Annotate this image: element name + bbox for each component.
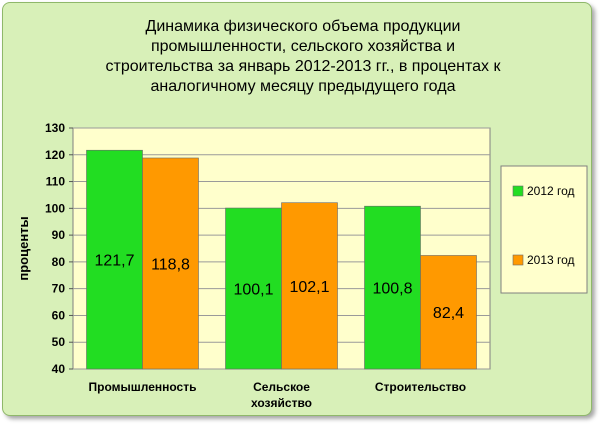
y-tick-label: 70 xyxy=(52,282,66,296)
bar xyxy=(281,202,338,370)
y-axis-label: проценты xyxy=(16,216,31,280)
data-label: 82,4 xyxy=(433,305,464,322)
y-tick-label: 100 xyxy=(45,201,65,215)
legend-swatch xyxy=(512,254,524,266)
chart-title-line-4: аналогичному месяцу предыдущего года xyxy=(150,78,456,95)
category-label: хозяйство xyxy=(251,396,312,410)
chart-title: Динамика физического объема продукции пр… xyxy=(43,17,563,97)
chart-title-line-2: промышленности, сельского хозяйства и xyxy=(150,38,456,55)
y-tick-label: 120 xyxy=(45,148,65,162)
category-label: Сельское xyxy=(253,380,310,394)
legend: 2012 год 2013 год xyxy=(500,165,588,294)
bar xyxy=(420,255,477,370)
y-tick-label: 50 xyxy=(52,335,66,349)
chart-title-line-3: строительства за январь 2012-2013 гг., в… xyxy=(105,58,501,75)
bars: 121,7 118,8 100,1 102,1 100,8 82,4 xyxy=(86,149,477,370)
data-label: 100,1 xyxy=(233,282,273,299)
legend-item-label: 2013 год xyxy=(527,253,575,267)
legend-swatch xyxy=(512,185,524,197)
data-label: 102,1 xyxy=(289,279,329,296)
y-tick-label: 90 xyxy=(52,228,66,242)
bar xyxy=(364,205,421,370)
category-labels: Промышленность Сельское хозяйство Строитель… xyxy=(89,380,467,410)
chart-title-line-1: Динамика физического объема продукции xyxy=(145,18,461,35)
y-axis-ticks: 40 50 60 70 80 90 100 110 120 130 xyxy=(45,121,73,376)
data-label: 121,7 xyxy=(94,253,134,270)
category-label: Строительство xyxy=(375,380,466,394)
y-tick-label: 110 xyxy=(46,175,66,189)
y-tick-label: 40 xyxy=(52,362,66,376)
bar xyxy=(142,157,199,370)
y-tick-label: 130 xyxy=(45,121,65,135)
data-label: 100,8 xyxy=(372,281,412,298)
y-tick-label: 60 xyxy=(52,308,66,322)
data-label: 118,8 xyxy=(151,256,190,273)
category-label: Промышленность xyxy=(89,380,197,394)
legend-item-label: 2012 год xyxy=(527,184,575,198)
bar xyxy=(225,207,282,370)
y-tick-label: 80 xyxy=(52,255,66,269)
